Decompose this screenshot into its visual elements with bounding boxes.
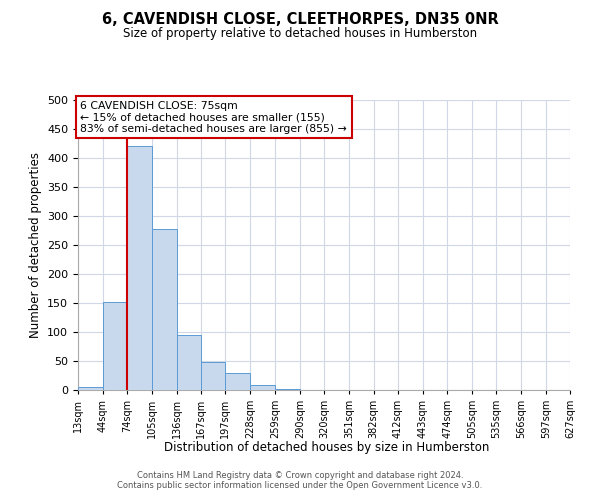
Text: Contains HM Land Registry data © Crown copyright and database right 2024.: Contains HM Land Registry data © Crown c… — [137, 472, 463, 480]
Bar — [275, 389, 300, 390]
Bar — [103, 302, 127, 390]
Y-axis label: Number of detached properties: Number of detached properties — [29, 152, 41, 338]
Text: Contains public sector information licensed under the Open Government Licence v3: Contains public sector information licen… — [118, 482, 482, 490]
Text: 6, CAVENDISH CLOSE, CLEETHORPES, DN35 0NR: 6, CAVENDISH CLOSE, CLEETHORPES, DN35 0N… — [101, 12, 499, 28]
Bar — [202, 362, 226, 390]
Bar — [250, 386, 275, 390]
Bar — [152, 229, 176, 390]
Text: 6 CAVENDISH CLOSE: 75sqm
← 15% of detached houses are smaller (155)
83% of semi-: 6 CAVENDISH CLOSE: 75sqm ← 15% of detach… — [80, 100, 347, 134]
Bar — [226, 372, 250, 390]
Text: Size of property relative to detached houses in Humberston: Size of property relative to detached ho… — [123, 28, 477, 40]
Bar — [127, 146, 152, 390]
Text: Distribution of detached houses by size in Humberston: Distribution of detached houses by size … — [164, 441, 490, 454]
Bar — [176, 335, 202, 390]
Bar — [78, 387, 103, 390]
